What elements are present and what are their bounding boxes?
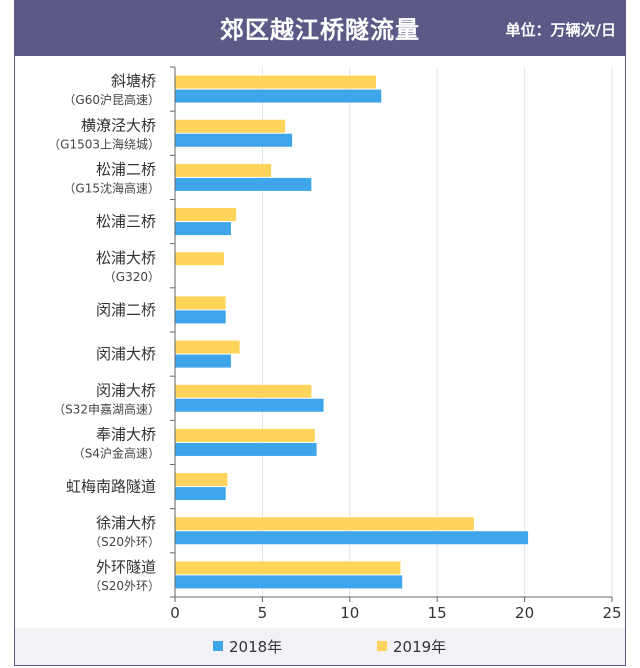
grid-layer bbox=[261, 67, 613, 597]
bar-2018 bbox=[175, 177, 312, 191]
axis-layer: 0 5 10 15 20 25 bbox=[170, 66, 622, 622]
category-label: 徐浦大桥 bbox=[96, 514, 156, 532]
x-tick-label: 20 bbox=[515, 604, 534, 622]
bar-2018 bbox=[175, 531, 529, 545]
category-label: 外环隧道 bbox=[96, 558, 156, 576]
bar-2018 bbox=[175, 487, 226, 501]
category-label: 闵浦二桥 bbox=[96, 301, 156, 319]
bar-2018 bbox=[175, 89, 382, 103]
category-sublabel: （S20外环） bbox=[89, 579, 160, 593]
chart-frame bbox=[14, 0, 626, 666]
bar-2018 bbox=[175, 222, 231, 236]
category-label: 松浦大桥 bbox=[96, 249, 156, 267]
label-layer: 斜塘桥 （G60沪昆高速） 横潦泾大桥 （G1503上海绕城） 松浦二桥 （G15沈海高速… bbox=[48, 72, 160, 593]
category-sublabel: （G320） bbox=[104, 270, 160, 284]
x-tick-label: 0 bbox=[170, 604, 180, 622]
category-label: 虹梅南路隧道 bbox=[66, 478, 156, 496]
x-tick-label: 10 bbox=[340, 604, 359, 622]
bar-2018 bbox=[175, 133, 293, 147]
bar-2019 bbox=[175, 473, 228, 487]
bar-2018 bbox=[175, 398, 324, 412]
category-sublabel: （G1503上海绕城） bbox=[48, 136, 160, 151]
category-label: 横潦泾大桥 bbox=[81, 116, 156, 134]
bar-2019 bbox=[175, 163, 272, 177]
chart-header: 郊区越江桥隧流量 单位：万辆次/日 bbox=[14, 0, 626, 56]
category-label: 松浦三桥 bbox=[96, 213, 156, 231]
x-tick-label: 25 bbox=[602, 604, 621, 622]
x-tick-label: 5 bbox=[258, 604, 268, 622]
category-label: 奉浦大桥 bbox=[96, 425, 156, 443]
category-label: 闵浦大桥 bbox=[96, 345, 156, 363]
bar-2019 bbox=[175, 119, 286, 133]
legend-label: 2019年 bbox=[393, 638, 446, 656]
bar-2019 bbox=[175, 561, 401, 575]
bar-layer bbox=[175, 75, 529, 589]
bar-2019 bbox=[175, 75, 377, 89]
category-sublabel: （S32申嘉湖高速） bbox=[53, 401, 160, 416]
category-sublabel: （G60沪昆高速） bbox=[63, 92, 160, 107]
bar-2019 bbox=[175, 296, 226, 310]
bar-2019 bbox=[175, 340, 240, 354]
category-sublabel: （S4沪金高速） bbox=[73, 445, 160, 460]
legend-swatch bbox=[213, 641, 223, 651]
bar-2019 bbox=[175, 252, 224, 266]
bar-2018 bbox=[175, 354, 231, 368]
category-sublabel: （G15沈海高速） bbox=[63, 180, 160, 195]
bar-2019 bbox=[175, 208, 237, 222]
category-sublabel: （S20外环） bbox=[89, 535, 160, 549]
legend-label: 2018年 bbox=[229, 638, 282, 656]
legend-swatch bbox=[377, 641, 387, 651]
legend: 2018年 2019年 bbox=[213, 638, 446, 656]
chart-title: 郊区越江桥隧流量 bbox=[220, 16, 420, 44]
bar-2018 bbox=[175, 575, 403, 589]
category-label: 松浦二桥 bbox=[96, 160, 156, 178]
category-label: 闵浦大桥 bbox=[96, 381, 156, 399]
bar-2018 bbox=[175, 442, 317, 456]
bar-2019 bbox=[175, 428, 315, 442]
bar-2018 bbox=[175, 310, 226, 324]
unit-label: 单位：万辆次/日 bbox=[505, 21, 616, 39]
legend-band bbox=[15, 628, 625, 665]
bar-2019 bbox=[175, 517, 474, 531]
bar-2019 bbox=[175, 384, 312, 398]
x-tick-label: 15 bbox=[428, 604, 447, 622]
category-label: 斜塘桥 bbox=[111, 72, 156, 90]
